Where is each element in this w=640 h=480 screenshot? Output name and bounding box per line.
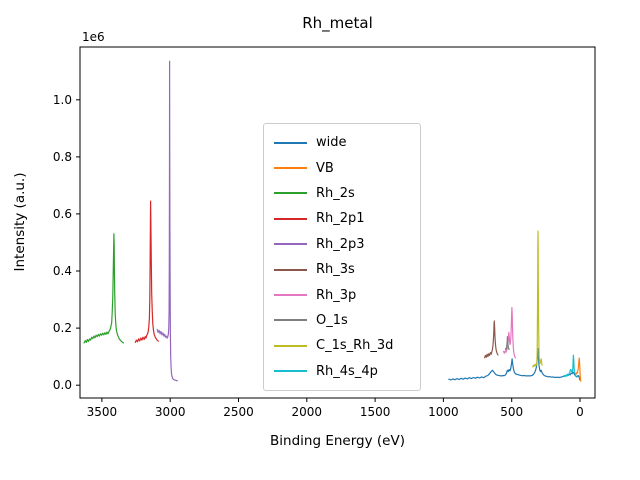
y-tick-label: 0.0 [53,378,72,392]
legend-line-swatch [274,344,307,347]
series-Rh_2p3 [156,60,178,382]
legend-line-swatch [274,141,307,144]
series-VB [575,357,582,382]
x-tick-label: 2000 [292,405,323,419]
series-Rh_4s_4p [563,354,577,378]
y-tick-label: 0.4 [53,264,72,278]
series-Rh_3s [484,320,499,359]
series-Rh_2p1 [134,200,159,343]
legend-label: wide [316,135,347,151]
y-axis-offset-text: 1e6 [82,30,105,44]
x-axis-label: Binding Energy (eV) [270,433,405,449]
series-C_1s_Rh_3d [532,230,543,368]
y-tick-label: 0.2 [53,321,72,335]
x-tick-label: 0 [576,405,584,419]
legend-item-Rh_2s: Rh_2s [274,187,410,200]
x-tick-label: 2500 [223,405,254,419]
x-tick-label: 1500 [360,405,391,419]
legend-line-swatch [274,192,307,195]
legend-line-swatch [274,268,307,271]
legend-item-O_1s: O_1s [274,314,410,327]
legend-label: Rh_2p3 [316,236,365,252]
legend-label: Rh_4s_4p [316,363,378,379]
legend-line-swatch [274,217,307,220]
legend-item-C_1s_Rh_3d: C_1s_Rh_3d [274,339,410,352]
legend-line-swatch [274,167,307,170]
x-tick-label: 500 [500,405,523,419]
series-Rh_3p [502,306,517,359]
legend-label: Rh_3p [316,287,357,303]
legend: wide VB Rh_2s Rh_2p1 Rh_2p3 Rh_3s Rh_3p O_1s C_1… [263,123,421,391]
series-O_1s [504,336,510,351]
legend-label: Rh_3s [316,262,355,278]
legend-label: O_1s [316,312,348,328]
x-tick-label: 3500 [87,405,118,419]
legend-line-swatch [274,370,307,373]
y-tick-label: 1.0 [53,93,72,107]
y-tick-label: 0.6 [53,207,72,221]
legend-item-Rh_3p: Rh_3p [274,289,410,302]
legend-item-Rh_3s: Rh_3s [274,263,410,276]
legend-label: C_1s_Rh_3d [316,338,394,354]
legend-line-swatch [274,319,307,322]
legend-label: Rh_2s [316,185,355,201]
series-Rh_2s [83,233,125,344]
legend-item-Rh_2p3: Rh_2p3 [274,238,410,251]
x-tick-label: 3000 [155,405,186,419]
legend-item-Rh_2p1: Rh_2p1 [274,212,410,225]
x-tick-label: 1000 [428,405,459,419]
legend-label: VB [316,160,334,176]
y-tick-label: 0.8 [53,150,72,164]
legend-item-Rh_4s_4p: Rh_4s_4p [274,365,410,378]
legend-item-VB: VB [274,162,410,175]
legend-label: Rh_2p1 [316,211,365,227]
legend-line-swatch [274,243,307,246]
chart-title: Rh_metal [302,14,373,32]
legend-item-wide: wide [274,136,410,149]
y-axis-label: Intensity (a.u.) [12,172,28,272]
legend-line-swatch [274,294,307,297]
axes-frame [79,46,596,399]
